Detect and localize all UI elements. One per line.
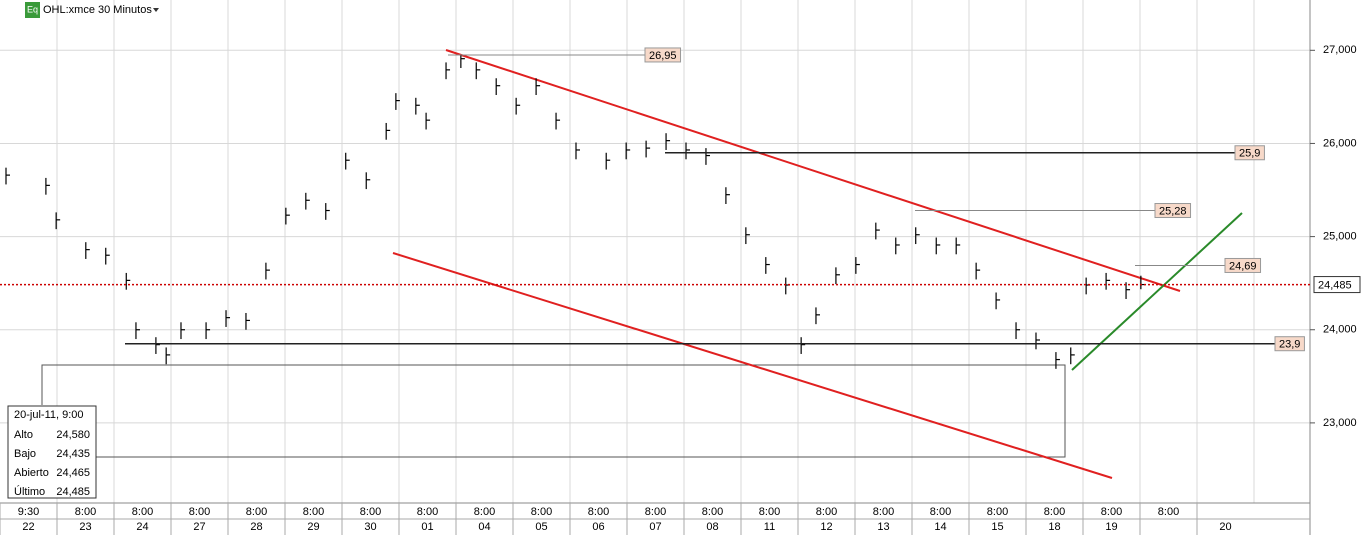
x-time-label: 9:30: [18, 506, 39, 518]
level-label: 23,9: [1279, 339, 1300, 351]
x-date-label: 15: [991, 521, 1003, 533]
info-label: Último: [14, 485, 45, 498]
badge: [25, 2, 40, 18]
info-value: 24,485: [56, 486, 90, 498]
x-date-label: 11: [764, 521, 775, 533]
x-time-label: 8:00: [588, 506, 609, 518]
x-date-label: 22: [22, 521, 34, 533]
x-time-label: 8:00: [474, 506, 495, 518]
info-label: Alto: [14, 429, 33, 441]
x-time-label: 8:00: [132, 506, 153, 518]
x-date-label: 01: [421, 521, 433, 533]
level-label: 25,9: [1239, 148, 1260, 160]
x-time-label: 8:00: [246, 506, 267, 518]
y-tick-label: 25,000: [1323, 231, 1357, 243]
info-label: Abierto: [14, 467, 49, 479]
x-date-label: 24: [136, 521, 148, 533]
x-time-label: 8:00: [531, 506, 552, 518]
x-date-label: 28: [250, 521, 262, 533]
x-date-label: 20: [1219, 521, 1231, 533]
badge-text: Eq: [27, 4, 38, 14]
x-time-label: 8:00: [75, 506, 96, 518]
level-label: 25,28: [1159, 205, 1187, 217]
chart-title: OHL:xmce 30 Minutos: [43, 4, 152, 16]
x-date-label: 08: [706, 521, 718, 533]
info-value: 24,435: [56, 448, 90, 460]
x-time-label: 8:00: [759, 506, 780, 518]
x-time-label: 8:00: [816, 506, 837, 518]
info-label: Bajo: [14, 448, 36, 460]
x-date-label: 29: [307, 521, 319, 533]
level-label-box: [1154, 203, 1192, 219]
trend-line: [445, 49, 1181, 292]
x-date-label: 23: [79, 521, 91, 533]
plot: [0, 54, 1310, 369]
y-tick-label: 27,000: [1323, 44, 1357, 56]
y-tick-label: 24,000: [1323, 324, 1357, 336]
x-date-label: 19: [1105, 521, 1117, 533]
info-value: 24,465: [56, 467, 90, 479]
x-date-label: 05: [535, 521, 547, 533]
info-box: [7, 405, 97, 499]
y-tick-label: 26,000: [1323, 137, 1357, 149]
x-date-label: 07: [649, 521, 661, 533]
level-label-box: [1234, 145, 1265, 161]
x-time-label: 8:00: [417, 506, 438, 518]
level-label: 26,95: [649, 50, 677, 62]
last-price-box: [1313, 276, 1361, 294]
dropdown-arrow[interactable]: [153, 8, 159, 12]
y-tick-label: 23,000: [1323, 417, 1357, 429]
x-date-label: 06: [592, 521, 604, 533]
x-time-label: 8:00: [1044, 506, 1065, 518]
x-date-label: 04: [478, 521, 490, 533]
x-time-label: 8:00: [645, 506, 666, 518]
info-date: 20-jul-11, 9:00: [14, 409, 84, 421]
x-date-label: 18: [1048, 521, 1060, 533]
x-date-label: 30: [364, 521, 376, 533]
x-time-label: 8:00: [1101, 506, 1122, 518]
level-label-box: [1224, 257, 1262, 273]
range-box: [41, 364, 1066, 458]
x-date-label: 14: [934, 521, 946, 533]
x-time-label: 8:00: [303, 506, 324, 518]
x-date-label: 13: [877, 521, 889, 533]
x-time-label: 8:00: [930, 506, 951, 518]
level-label: 24,69: [1229, 260, 1257, 272]
info-rows: Alto 24,580 Bajo 24,435 Abierto 24,465 Último 2…: [14, 429, 90, 498]
last-price-label: 24,485: [1318, 279, 1352, 291]
x-time-label: 8:00: [873, 506, 894, 518]
trend-line: [392, 252, 1113, 479]
x-time-label: 8:00: [987, 506, 1008, 518]
x-time-label: 8:00: [189, 506, 210, 518]
level-label-box: [1274, 336, 1305, 352]
x-time-label: 8:00: [1158, 506, 1179, 518]
x-date-label: 12: [820, 521, 832, 533]
info-value: 24,580: [56, 429, 90, 441]
x-time-label: 8:00: [702, 506, 723, 518]
x-time-label: 8:00: [360, 506, 381, 518]
level-label-box: [644, 47, 682, 63]
x-date-label: 27: [193, 521, 205, 533]
